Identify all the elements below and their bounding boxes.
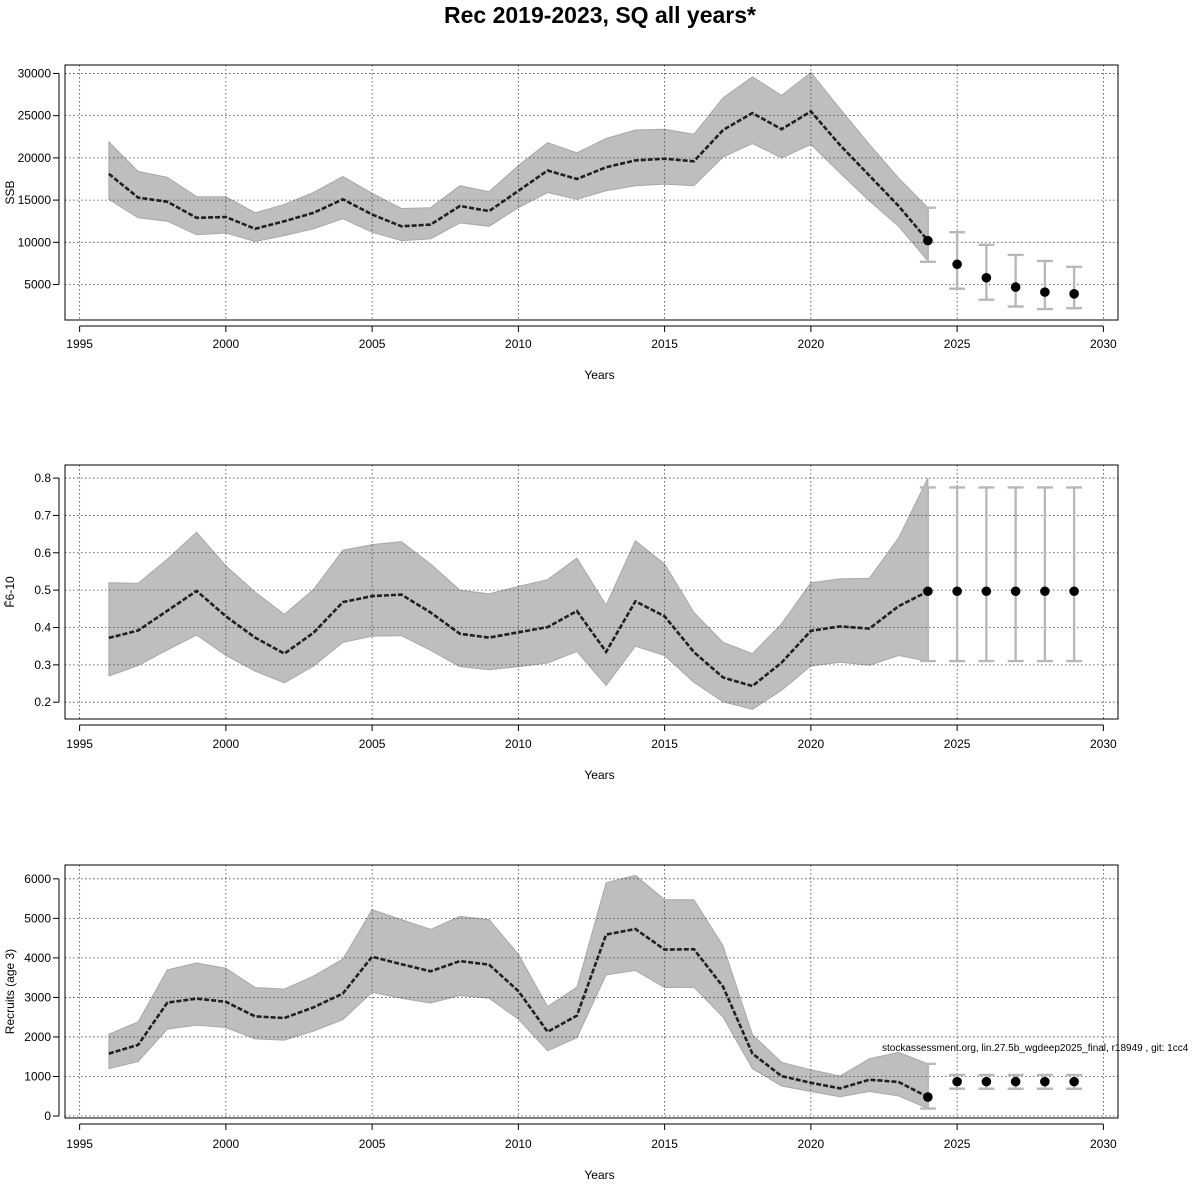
- y-tick-label: 3000: [24, 990, 51, 1004]
- x-tick-label: 1995: [66, 1137, 93, 1151]
- x-tick-label: 1995: [66, 737, 93, 751]
- x-tick-label: 2000: [213, 1137, 240, 1151]
- x-tick-label: 2015: [651, 337, 678, 351]
- chart-panel-3: 1995 2000 2005 2010 2015 2020 2025 2030 Years 0 10…: [3, 864, 1189, 1182]
- x-tick-label: 2030: [1090, 737, 1117, 751]
- x-tick-label: 2025: [944, 1137, 971, 1151]
- y-tick-label: 0.4: [34, 620, 51, 634]
- x-tick-label: 2010: [505, 737, 532, 751]
- y-tick-label: 0.5: [34, 583, 51, 597]
- x-axis-title: Years: [584, 1168, 614, 1182]
- y-tick-label: 20000: [18, 151, 52, 165]
- forecast-point: [981, 1076, 992, 1087]
- confidence-band: [108, 71, 929, 263]
- x-tick-label: 2030: [1090, 1137, 1117, 1151]
- forecast-point: [1069, 586, 1079, 597]
- y-tick-label: 0: [44, 1109, 51, 1123]
- y-tick-label: 2000: [24, 1030, 51, 1044]
- y-tick-label: 10000: [18, 235, 52, 249]
- forecast-point: [1069, 289, 1079, 299]
- x-tick-label: 2025: [944, 337, 971, 351]
- forecast-point: [952, 586, 962, 597]
- forecast-point: [952, 1076, 962, 1087]
- y-axis-title: Recruits (age 3): [3, 949, 17, 1034]
- forecast-point: [1040, 287, 1050, 297]
- x-tick-label: 2015: [651, 1137, 678, 1151]
- y-tick-label: 0.6: [34, 546, 51, 560]
- x-axis-title: Years: [584, 368, 614, 382]
- estimate-line: [108, 109, 929, 242]
- y-tick-label: 30000: [18, 66, 52, 80]
- x-tick-label: 2030: [1090, 337, 1117, 351]
- chart-panel-1: 1995 2000 2005 2010 2015 2020 2025 2030 Years 500…: [3, 64, 1119, 382]
- estimate-line: [108, 927, 929, 1099]
- y-tick-label: 5000: [24, 911, 51, 925]
- y-axis-title: SSB: [3, 180, 17, 204]
- y-tick-label: 6000: [24, 872, 51, 886]
- x-tick-label: 2005: [359, 337, 386, 351]
- x-tick-label: 2020: [798, 1137, 825, 1151]
- plot-frame: [64, 464, 1119, 720]
- y-tick-label: 5000: [24, 278, 51, 292]
- x-tick-label: 2020: [798, 337, 825, 351]
- forecast-point: [1040, 1076, 1050, 1087]
- forecast-point: [1069, 1076, 1079, 1087]
- x-tick-label: 2000: [213, 737, 240, 751]
- x-tick-label: 1995: [66, 337, 93, 351]
- y-tick-label: 4000: [24, 951, 51, 965]
- y-tick-label: 0.3: [34, 658, 51, 672]
- forecast-point: [923, 586, 933, 597]
- forecast-point: [923, 235, 933, 246]
- plot-frame: [64, 64, 1119, 321]
- forecast-point: [1040, 586, 1050, 597]
- y-axis-title: F̄6-10: [3, 576, 17, 608]
- x-tick-label: 2015: [651, 737, 678, 751]
- y-tick-label: 0.8: [34, 471, 51, 485]
- x-tick-label: 2025: [944, 737, 971, 751]
- y-tick-label: 25000: [18, 109, 52, 123]
- x-axis-title: Years: [584, 768, 614, 782]
- x-tick-label: 2010: [505, 1137, 532, 1151]
- watermark-text: stockassessment.org, lin.27.5b_wgdeep202…: [882, 1043, 1189, 1054]
- y-tick-label: 0.2: [34, 695, 51, 709]
- x-tick-label: 2005: [359, 737, 386, 751]
- forecast-point: [1010, 282, 1021, 292]
- plot-frame: [64, 864, 1119, 1119]
- x-tick-label: 2020: [798, 737, 825, 751]
- estimate-line: [108, 589, 929, 688]
- forecast-point: [981, 272, 992, 283]
- y-tick-label: 1000: [24, 1069, 51, 1083]
- x-tick-label: 2000: [213, 337, 240, 351]
- forecast-point: [981, 586, 992, 597]
- y-tick-label: 0.7: [34, 508, 51, 522]
- chart-panel-2: 1995 2000 2005 2010 2015 2020 2025 2030 Years 0.2…: [3, 464, 1119, 782]
- forecast-point: [923, 1092, 933, 1102]
- x-tick-label: 2010: [505, 337, 532, 351]
- forecast-point: [952, 259, 962, 270]
- y-tick-label: 15000: [18, 193, 52, 207]
- x-tick-label: 2005: [359, 1137, 386, 1151]
- chart-title: Rec 2019-2023, SQ all years*: [443, 2, 756, 28]
- forecast-point: [1010, 586, 1021, 597]
- forecast-point: [1010, 1076, 1021, 1087]
